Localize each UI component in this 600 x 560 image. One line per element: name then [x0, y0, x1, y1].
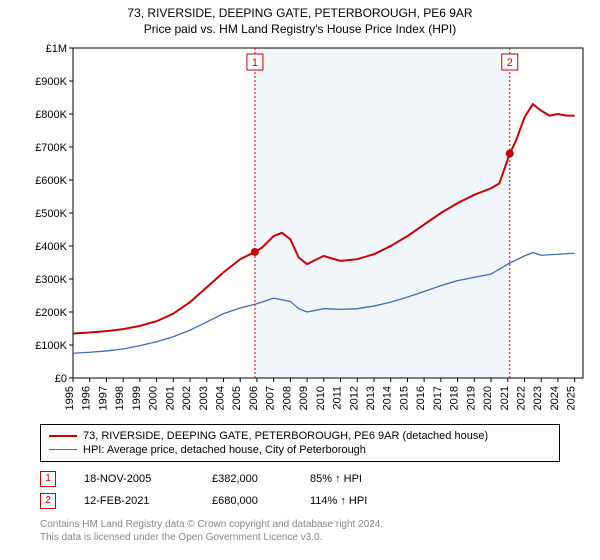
- marker-2-hpi: 114% ↑ HPI: [310, 495, 400, 507]
- footer-line2: This data is licensed under the Open Gov…: [40, 531, 560, 544]
- svg-text:2024: 2024: [549, 386, 561, 410]
- marker-table: 1 18-NOV-2005 £382,000 85% ↑ HPI 2 12-FE…: [40, 468, 560, 512]
- footer-line1: Contains HM Land Registry data © Crown c…: [40, 518, 560, 531]
- footer-attribution: Contains HM Land Registry data © Crown c…: [40, 518, 560, 544]
- marker-1-date: 18-NOV-2005: [84, 473, 184, 485]
- marker-row-2: 2 12-FEB-2021 £680,000 114% ↑ HPI: [40, 490, 560, 512]
- svg-text:£300K: £300K: [35, 274, 67, 286]
- svg-text:1995: 1995: [64, 386, 76, 410]
- chart-svg: £0 £100K £200K £300K £400K £500K £600K £700K £80…: [35, 40, 595, 420]
- marker-badge-1-num: 1: [45, 473, 51, 484]
- svg-text:2010: 2010: [315, 386, 327, 410]
- legend-label-property: 73, RIVERSIDE, DEEPING GATE, PETERBOROUG…: [83, 430, 488, 442]
- svg-text:£400K: £400K: [35, 241, 67, 253]
- svg-text:£500K: £500K: [35, 208, 67, 220]
- svg-text:£700K: £700K: [35, 142, 67, 154]
- svg-text:£800K: £800K: [35, 109, 67, 121]
- svg-text:2018: 2018: [449, 386, 461, 410]
- svg-text:2025: 2025: [566, 386, 578, 410]
- marker-row-1: 1 18-NOV-2005 £382,000 85% ↑ HPI: [40, 468, 560, 490]
- marker-badge-2-num: 2: [45, 495, 51, 506]
- svg-text:2015: 2015: [398, 386, 410, 410]
- svg-text:2021: 2021: [499, 386, 511, 410]
- chart-title-line2: Price paid vs. HM Land Registry's House …: [0, 22, 600, 40]
- svg-text:£900K: £900K: [35, 76, 67, 88]
- legend-row-hpi: HPI: Average price, detached house, City…: [49, 443, 551, 457]
- svg-text:2013: 2013: [365, 386, 377, 410]
- legend-label-hpi: HPI: Average price, detached house, City…: [83, 444, 366, 456]
- legend-swatch-property: [49, 435, 77, 437]
- marker-2-price: £680,000: [212, 495, 282, 507]
- chart-legend: 73, RIVERSIDE, DEEPING GATE, PETERBOROUG…: [40, 424, 560, 462]
- marker-1-hpi: 85% ↑ HPI: [310, 473, 400, 485]
- svg-text:1996: 1996: [81, 386, 93, 410]
- svg-text:1997: 1997: [97, 386, 109, 410]
- svg-text:2017: 2017: [432, 386, 444, 410]
- svg-text:2011: 2011: [332, 386, 344, 410]
- svg-text:1998: 1998: [114, 386, 126, 410]
- svg-text:2019: 2019: [465, 386, 477, 410]
- svg-text:1: 1: [252, 57, 258, 69]
- chart-container: 73, RIVERSIDE, DEEPING GATE, PETERBOROUG…: [0, 0, 600, 560]
- svg-text:2012: 2012: [348, 386, 360, 410]
- svg-text:£600K: £600K: [35, 175, 67, 187]
- svg-text:2: 2: [507, 57, 513, 69]
- chart-plot-area: £0 £100K £200K £300K £400K £500K £600K £700K £80…: [35, 40, 595, 420]
- svg-text:£100K: £100K: [35, 340, 67, 352]
- marker-2-date: 12-FEB-2021: [84, 495, 184, 507]
- legend-row-property: 73, RIVERSIDE, DEEPING GATE, PETERBOROUG…: [49, 429, 551, 443]
- svg-text:2001: 2001: [164, 386, 176, 410]
- legend-swatch-hpi: [49, 449, 77, 450]
- svg-text:2000: 2000: [148, 386, 160, 410]
- svg-text:1999: 1999: [131, 386, 143, 410]
- svg-text:2016: 2016: [415, 386, 427, 410]
- svg-text:2007: 2007: [265, 386, 277, 410]
- marker-badge-2: 2: [40, 493, 56, 509]
- svg-text:2005: 2005: [231, 386, 243, 410]
- svg-text:2008: 2008: [281, 386, 293, 410]
- chart-title-line1: 73, RIVERSIDE, DEEPING GATE, PETERBOROUG…: [0, 0, 600, 22]
- svg-text:2006: 2006: [248, 386, 260, 410]
- marker-1-price: £382,000: [212, 473, 282, 485]
- svg-text:2003: 2003: [198, 386, 210, 410]
- svg-text:2023: 2023: [532, 386, 544, 410]
- svg-text:2020: 2020: [482, 386, 494, 410]
- svg-text:£1M: £1M: [46, 43, 67, 55]
- svg-text:2022: 2022: [515, 386, 527, 410]
- svg-text:£200K: £200K: [35, 307, 67, 319]
- svg-text:2002: 2002: [181, 386, 193, 410]
- marker-badge-1: 1: [40, 471, 56, 487]
- svg-text:£0: £0: [55, 373, 67, 385]
- svg-text:2004: 2004: [214, 386, 226, 410]
- svg-text:2009: 2009: [298, 386, 310, 410]
- svg-text:2014: 2014: [382, 386, 394, 410]
